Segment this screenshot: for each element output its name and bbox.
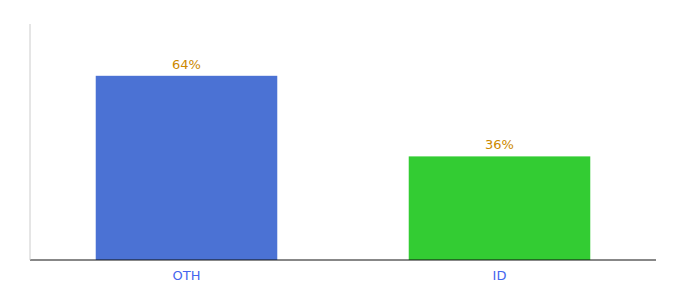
chart-svg: OTH ID 64% 36% [0,0,680,300]
data-label: 36% [485,137,514,152]
bars [96,76,591,260]
bar [409,156,591,260]
x-tick-label: OTH [173,268,201,283]
data-label: 64% [172,57,201,72]
x-tick-label: ID [493,268,507,283]
y-axis-line [30,24,31,260]
chart-container: OTH ID 64% 36% [0,0,680,300]
bar [96,76,278,260]
x-axis-line [30,260,656,261]
